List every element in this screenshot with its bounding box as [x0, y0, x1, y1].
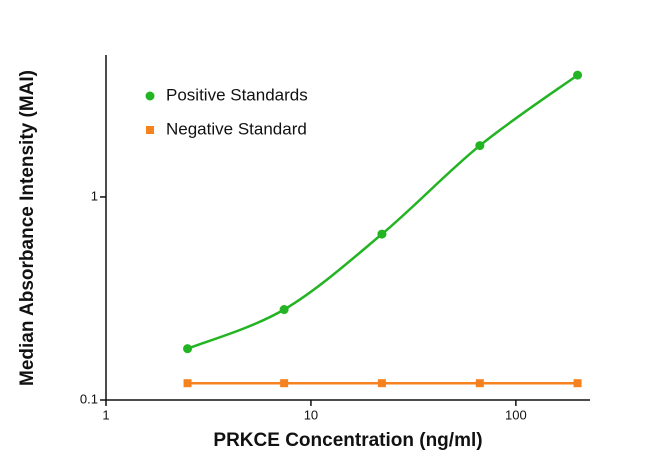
x-tick-label: 100 [505, 407, 527, 422]
y-tick-label: 0.1 [80, 391, 98, 406]
marker [475, 141, 485, 151]
marker [377, 229, 387, 239]
marker [183, 344, 193, 354]
marker [145, 91, 155, 101]
x-axis-title: PRKCE Concentration (ng/ml) [213, 430, 482, 451]
y-axis-title: Median Absorbance Intensity (MAI) [17, 70, 38, 386]
fit-line [187, 74, 579, 350]
x-tick-label: 10 [304, 407, 318, 422]
marker [183, 379, 192, 388]
marker [279, 305, 289, 315]
y-tick-label: 1 [91, 188, 98, 203]
marker [146, 126, 154, 134]
legend-label: Negative Standard [166, 119, 307, 138]
marker [377, 379, 386, 388]
marker [280, 379, 289, 388]
marker [573, 379, 582, 388]
marker [573, 70, 583, 80]
legend-label: Positive Standards [166, 85, 308, 104]
marker [475, 379, 484, 388]
x-tick-label: 1 [102, 407, 109, 422]
